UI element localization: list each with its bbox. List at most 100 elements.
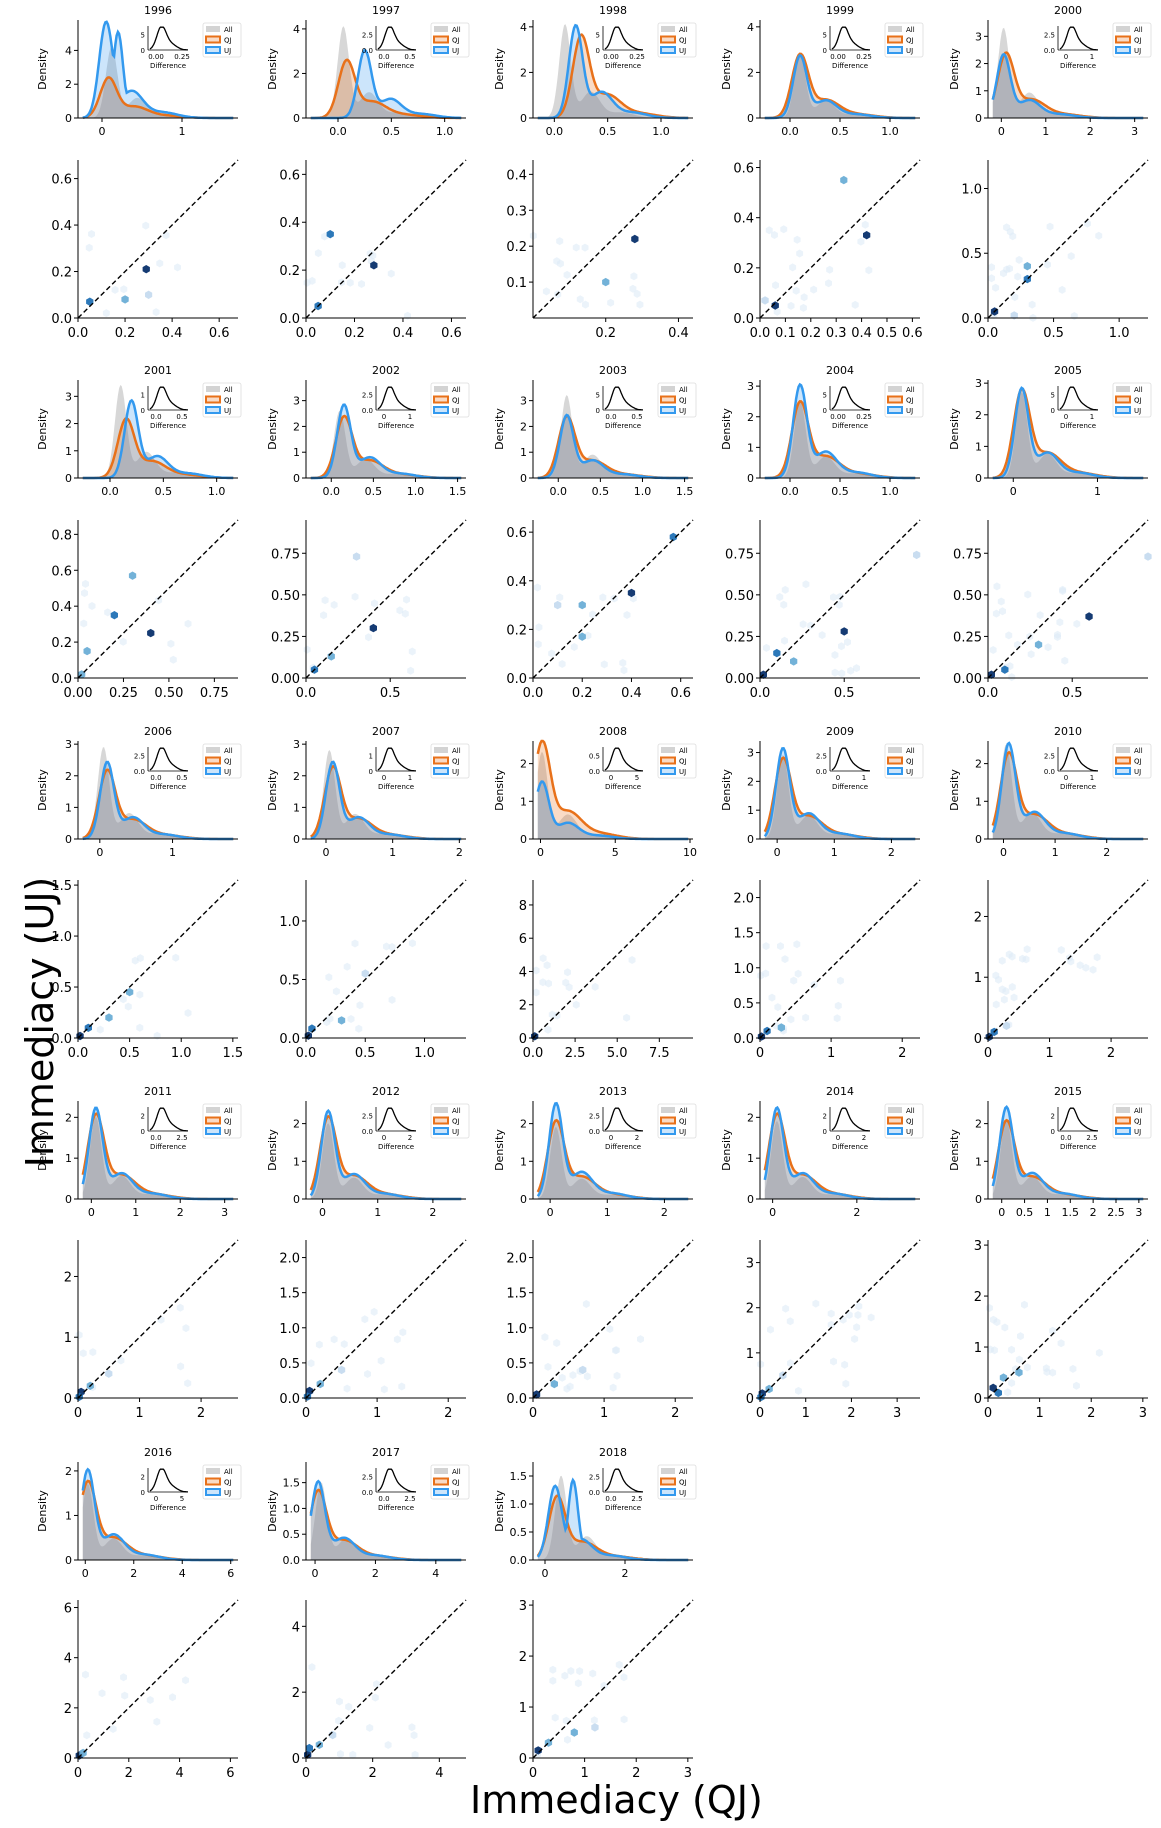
density-xtick-label: 2 xyxy=(130,1567,137,1580)
hexbin-cell xyxy=(619,658,627,667)
scatter-ytick-label: 0 xyxy=(519,1032,527,1047)
scatter-xtick-label: 2 xyxy=(671,1406,679,1421)
hexbin-cell xyxy=(1023,1363,1031,1372)
legend: All QJ UJ xyxy=(884,22,924,58)
inset-xtick-label: 1 xyxy=(408,774,412,782)
hexbin-cell xyxy=(630,272,638,281)
legend: All QJ UJ xyxy=(202,382,242,418)
scatter-ytick-label: 0.50 xyxy=(953,589,982,604)
hexbin-cell xyxy=(157,1315,165,1324)
scatter-xtick-label: 0.0 xyxy=(296,686,317,701)
density-area-qj xyxy=(992,752,1144,839)
scatter-xtick-label: 0.1 xyxy=(775,326,796,341)
density-xtick-label: 1 xyxy=(604,1206,611,1219)
legend: All QJ UJ xyxy=(1112,743,1152,779)
density-ytick-label: 2 xyxy=(747,775,754,788)
density-ytick-label: 1 xyxy=(65,1152,72,1165)
hexbin-cell xyxy=(591,1723,599,1732)
scatter-xtick-label: 0 xyxy=(302,1406,310,1421)
diagonal-line xyxy=(77,879,239,1039)
density-ytick-label: 0.0 xyxy=(510,1554,528,1567)
hexbin-cell xyxy=(111,285,119,294)
legend-label: All xyxy=(452,747,461,755)
density-xtick-label: 0.0 xyxy=(101,485,119,498)
inset-ytick-label: 0 xyxy=(823,407,827,415)
legend-swatch-qj xyxy=(887,395,903,404)
hexbin-cell xyxy=(812,1299,820,1308)
inset-xlabel: Difference xyxy=(832,62,868,70)
hexbin-cell xyxy=(579,1365,587,1375)
scatter-ytick-label: 1 xyxy=(974,1341,982,1356)
hexbin-cell xyxy=(174,263,181,272)
density-xtick-label: 2 xyxy=(1087,125,1094,138)
hexbin-cell xyxy=(343,1384,351,1393)
legend-swatch-qj xyxy=(660,395,676,404)
hexbin-cell xyxy=(613,1371,621,1380)
diagonal-line xyxy=(532,879,694,1039)
hexbin-cell xyxy=(401,609,409,618)
inset-xlabel: Difference xyxy=(378,62,414,70)
hexbin-cell xyxy=(1015,1368,1023,1377)
inset-ytick-label: 0 xyxy=(1051,1128,1055,1136)
density-area-qj xyxy=(82,77,234,118)
legend-swatch-uj xyxy=(205,1127,221,1135)
hexbin-cell xyxy=(1144,552,1152,561)
hexbin-cell xyxy=(330,600,338,609)
inset-line xyxy=(604,747,643,772)
density-area-all xyxy=(992,744,1144,839)
inset-ytick-label: 2.5 xyxy=(1044,752,1055,760)
density-area-qj xyxy=(764,401,916,478)
hexbin-cell xyxy=(408,1723,416,1732)
hexbin-cell xyxy=(152,308,160,317)
density-ytick-label: 0 xyxy=(520,472,527,485)
legend-swatch-uj xyxy=(887,1127,903,1135)
hexbin-cell xyxy=(1054,630,1061,639)
scatter-ytick-label: 0.0 xyxy=(733,312,754,327)
hexbin-cell xyxy=(1049,1326,1057,1335)
legend-label: QJ xyxy=(679,758,687,766)
density-xtick-label: 0.5 xyxy=(155,485,173,498)
legend-label: All xyxy=(452,1107,461,1115)
legend-swatch-qj xyxy=(1115,1116,1131,1125)
hexbin-cell xyxy=(768,993,776,1002)
hexbin-cell xyxy=(346,278,354,287)
density-xtick-label: 2 xyxy=(888,846,895,859)
density-ylabel: Density xyxy=(36,769,49,811)
scatter-ytick-label: 2.0 xyxy=(506,1252,527,1267)
density-ytick-label: 0 xyxy=(520,1193,527,1206)
inset-xtick-label: 0.0 xyxy=(150,413,161,421)
density-ytick-label: 0 xyxy=(65,833,72,846)
legend-label: QJ xyxy=(906,1118,914,1126)
hexbin-cell xyxy=(1005,950,1013,959)
hexbin-cell xyxy=(836,592,844,601)
density-ytick-label: 3 xyxy=(747,747,754,760)
scatter-ytick-label: 0.2 xyxy=(733,262,754,277)
density-xtick-label: 0 xyxy=(1010,485,1017,498)
legend-swatch-uj xyxy=(433,767,449,775)
hexbin-cell xyxy=(1089,965,1097,974)
density-ytick-label: 2 xyxy=(293,420,300,433)
inset-ytick-label: 0.0 xyxy=(589,1128,600,1136)
diagonal-line xyxy=(532,1599,694,1759)
legend-swatch-uj xyxy=(433,46,449,54)
hexbin-cell xyxy=(578,600,586,610)
density-area-all xyxy=(310,1123,462,1199)
hexbin-cell xyxy=(96,1025,104,1034)
diagonal-line xyxy=(305,519,467,679)
inset-ytick-label: 0.0 xyxy=(362,1128,373,1136)
density-ylabel: Density xyxy=(266,48,279,90)
legend-label: QJ xyxy=(452,37,460,45)
inset-xtick-label: 0.00 xyxy=(603,53,619,61)
density-ytick-label: 0 xyxy=(747,112,754,125)
scatter-xtick-label: 2 xyxy=(444,1406,452,1421)
hexbin-cell xyxy=(539,978,547,987)
hexbin-cell xyxy=(584,631,592,640)
legend-label: QJ xyxy=(679,1118,687,1126)
hexbin-cell xyxy=(842,1379,850,1388)
scatter-xtick-label: 0.5 xyxy=(877,326,898,341)
hexbin-cell xyxy=(124,1002,132,1011)
hexbin-cell xyxy=(1001,665,1009,674)
